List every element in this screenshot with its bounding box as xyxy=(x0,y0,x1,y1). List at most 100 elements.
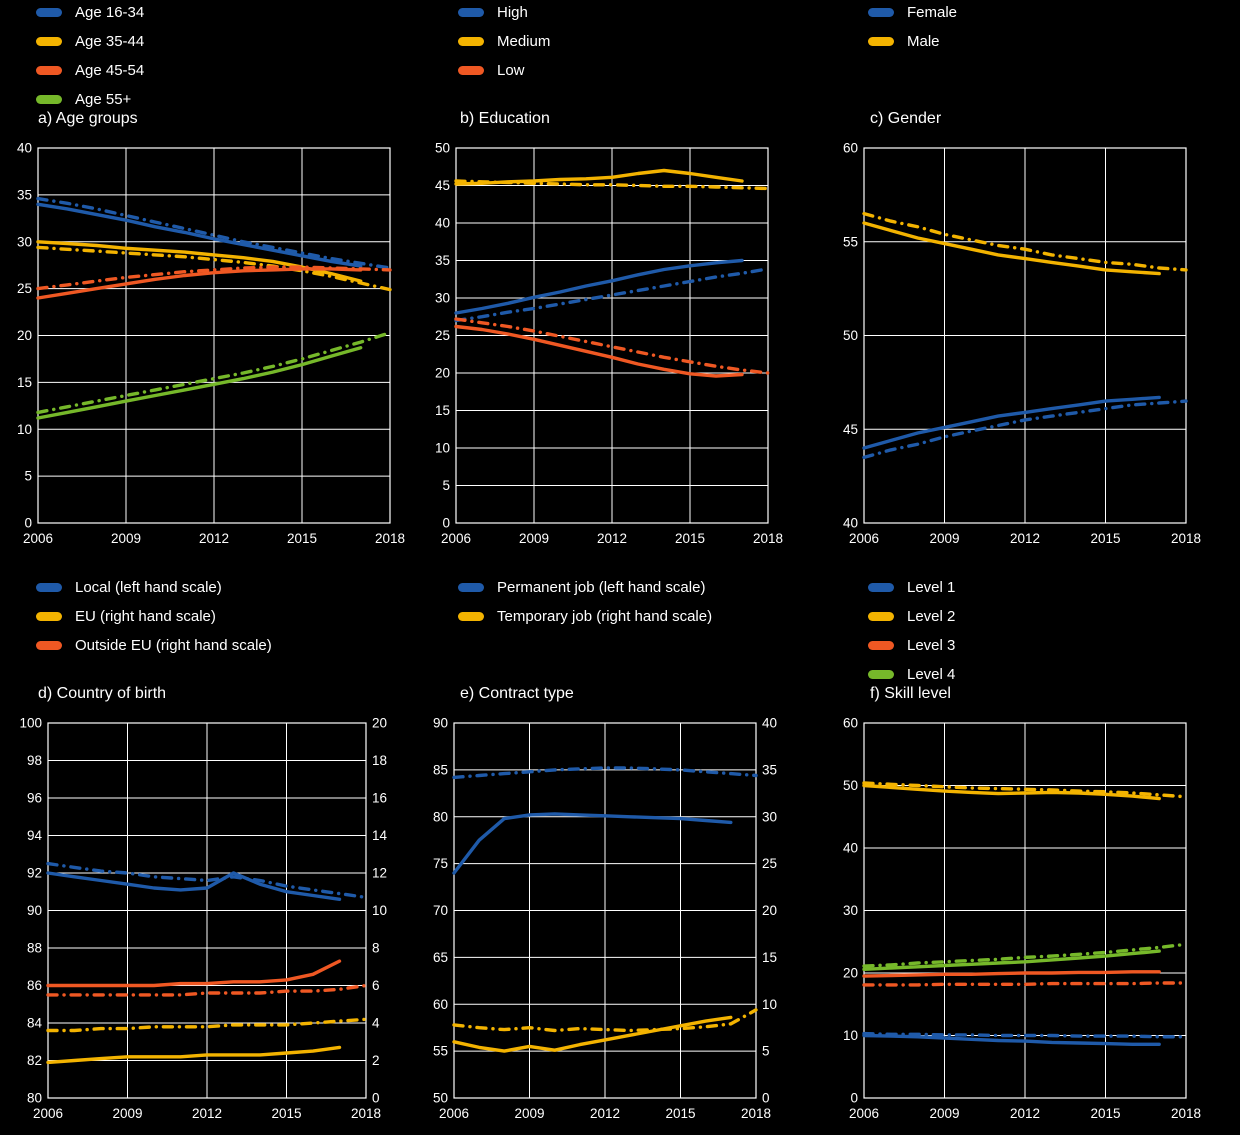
x-axis-tick-label: 2009 xyxy=(514,1106,544,1121)
y-axis-tick-label: 82 xyxy=(27,1053,42,1068)
legend-item: Level 1 xyxy=(868,577,955,597)
y-axis-tick-label: 0 xyxy=(24,516,32,531)
y-axis-right-tick-label: 0 xyxy=(762,1091,770,1106)
y-axis-tick-label: 45 xyxy=(843,422,858,437)
series-temporary-dashdot xyxy=(452,1008,758,1033)
y-axis-tick-label: 65 xyxy=(433,950,448,965)
y-axis-tick-label: 90 xyxy=(27,903,42,918)
series-low-solid xyxy=(454,324,744,378)
y-axis-tick-label: 20 xyxy=(843,966,858,981)
y-axis-tick-label: 98 xyxy=(27,753,42,768)
series-outside-eu-solid xyxy=(46,959,342,988)
chart-title: c) Gender xyxy=(870,110,942,127)
y-axis-tick-label: 80 xyxy=(433,809,448,824)
y-axis-tick-label: 20 xyxy=(17,328,32,343)
y-axis-tick-label: 35 xyxy=(435,253,450,268)
legend-label: High xyxy=(497,3,528,21)
y-axis-right-tick-label: 14 xyxy=(372,828,388,843)
y-axis-tick-label: 30 xyxy=(435,291,450,306)
x-axis-tick-label: 2009 xyxy=(929,1106,959,1121)
y-axis-tick-label: 50 xyxy=(843,328,858,343)
y-axis-right-tick-label: 35 xyxy=(762,762,777,777)
y-axis-tick-label: 100 xyxy=(19,716,42,731)
chart-skill-level: 0 10 20 30 40 50 60 2006 2009 2012 2015 2018 xyxy=(843,716,1201,1122)
series-level-3-dashdot xyxy=(862,981,1188,987)
x-axis-tick-label: 2006 xyxy=(849,1106,879,1121)
y-axis-right-tick-label: 20 xyxy=(762,903,777,918)
series-level-4-dashdot xyxy=(862,942,1188,968)
x-axis-tick-label: 2015 xyxy=(665,1106,695,1121)
series-high-solid xyxy=(454,258,744,315)
legend-label: EU (right hand scale) xyxy=(75,607,216,625)
y-axis-tick-label: 25 xyxy=(17,281,32,296)
y-axis-right-tick-label: 2 xyxy=(372,1053,380,1068)
x-axis-tick-label: 2015 xyxy=(1090,1106,1120,1121)
y-axis-right-tick-label: 6 xyxy=(372,978,380,993)
chart-title: b) Education xyxy=(460,110,550,127)
series-medium-dashdot xyxy=(454,179,770,191)
x-axis-tick-label: 2009 xyxy=(112,1106,142,1121)
legend-item: Level 3 xyxy=(868,635,955,655)
plot: 50 0 55 5 60 10 65 15 70 20 75 25 80 30 85 35 90 40 2006 20… xyxy=(430,713,780,1127)
series-age-35-44-dashdot xyxy=(36,245,392,292)
series-level-1-solid xyxy=(862,1033,1161,1046)
y-axis-tick-label: 84 xyxy=(27,1016,43,1031)
series-level-4-solid xyxy=(862,949,1161,971)
legend-swatch xyxy=(458,7,484,17)
series-age-55-plus-solid xyxy=(36,345,363,420)
legend-item: Age 35-44 xyxy=(36,31,144,51)
legend-swatch xyxy=(868,36,894,46)
x-axis-tick-label: 2015 xyxy=(1090,531,1120,546)
legend-label: Outside EU (right hand scale) xyxy=(75,636,272,654)
y-axis-tick-label: 86 xyxy=(27,978,42,993)
y-axis-right-tick-label: 0 xyxy=(372,1091,380,1106)
legend-swatch xyxy=(868,669,894,679)
legend-swatch xyxy=(458,65,484,75)
y-axis-right-tick-label: 10 xyxy=(762,997,777,1012)
legend-label: Low xyxy=(497,61,525,79)
x-axis-tick-label: 2018 xyxy=(741,1106,771,1121)
plot: 80 0 82 2 84 4 86 6 88 8 90 10 92 12 94 14 96 16 98 18 100 20… xyxy=(8,713,400,1127)
legend: High Medium Low xyxy=(458,2,550,80)
legend-label: Female xyxy=(907,3,958,21)
series-local-solid xyxy=(46,871,342,902)
x-axis-tick-label: 2012 xyxy=(1010,1106,1040,1121)
y-axis-tick-label: 0 xyxy=(850,1091,858,1106)
x-axis-tick-label: 2006 xyxy=(849,531,879,546)
y-axis-tick-label: 30 xyxy=(17,234,32,249)
x-axis-tick-label: 2006 xyxy=(441,531,471,546)
legend-label: Age 45-54 xyxy=(75,61,145,79)
chart-title: a) Age groups xyxy=(38,110,138,127)
legend: Permanent job (left hand scale) Temporary… xyxy=(458,577,712,626)
legend-item: Female xyxy=(868,2,957,22)
y-axis-tick-label: 55 xyxy=(433,1044,448,1059)
legend-label: Age 16-34 xyxy=(75,3,145,21)
legend-item: Medium xyxy=(458,31,550,51)
x-axis-tick-label: 2018 xyxy=(753,531,783,546)
chart-gender: 40 45 50 55 60 2006 2009 2012 2015 2018 xyxy=(843,141,1201,547)
x-axis-tick-label: 2012 xyxy=(590,1106,620,1121)
y-axis-tick-label: 15 xyxy=(17,375,32,390)
legend-label: Permanent job (left hand scale) xyxy=(497,578,706,596)
series-male-solid xyxy=(862,221,1161,276)
series-eu-dashdot xyxy=(46,1017,368,1033)
legend-item: Low xyxy=(458,60,550,80)
y-axis-tick-label: 0 xyxy=(442,516,450,531)
x-axis-tick-label: 2009 xyxy=(519,531,549,546)
x-axis-tick-label: 2006 xyxy=(33,1106,63,1121)
series-age-45-54-dashdot xyxy=(36,265,392,291)
chart-title: e) Contract type xyxy=(460,685,574,702)
y-axis-tick-label: 10 xyxy=(435,441,450,456)
y-axis-tick-label: 40 xyxy=(435,216,450,231)
y-axis-right-tick-label: 20 xyxy=(372,716,387,731)
legend-item: Permanent job (left hand scale) xyxy=(458,577,712,597)
series-level-3-solid xyxy=(862,970,1161,978)
series-eu-solid xyxy=(46,1045,342,1065)
y-axis-tick-label: 40 xyxy=(17,141,32,156)
x-axis-tick-label: 2009 xyxy=(111,531,141,546)
legend-label: Age 35-44 xyxy=(75,32,145,50)
legend-item: High xyxy=(458,2,550,22)
x-axis-tick-label: 2012 xyxy=(1010,531,1040,546)
